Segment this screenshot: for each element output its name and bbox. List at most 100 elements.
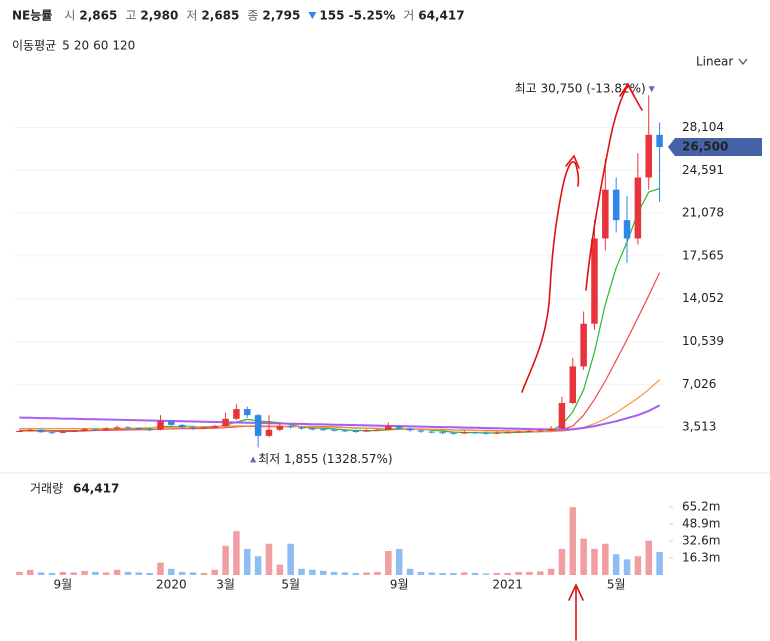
volume-bar — [482, 573, 490, 575]
plot: 3,513 7,026 10,539 14,052 17,565 21,078 24,591… — [14, 82, 762, 592]
volume-bar — [623, 559, 631, 575]
y-tick-label: 28,104 — [682, 120, 724, 134]
y-tick-label: 10,539 — [682, 334, 724, 348]
volume-bar — [493, 572, 501, 575]
volume-bar — [406, 568, 414, 575]
candle-body — [146, 429, 153, 431]
volume-bar — [113, 569, 121, 575]
volume-bar — [298, 568, 305, 575]
candle-body — [124, 427, 132, 429]
hand-arrowhead — [619, 82, 635, 97]
volume-bar — [569, 507, 577, 575]
volume-bar — [189, 572, 197, 575]
y-tick-label: 17,565 — [682, 248, 724, 262]
volume-bar — [309, 569, 316, 575]
volume-bar — [330, 571, 338, 575]
hand-curve — [521, 161, 580, 393]
candle-body — [634, 177, 642, 239]
min-annotation: 최저 1,855 (1328.57%) — [258, 452, 392, 466]
candle-body — [265, 429, 273, 436]
volume-bar — [580, 538, 587, 575]
volume-bar — [634, 556, 642, 575]
volume-bar — [656, 552, 663, 575]
candle-body — [254, 415, 262, 436]
volume-bar — [265, 543, 273, 575]
candle-body — [471, 432, 479, 434]
x-tick-label: 5월 — [607, 578, 626, 592]
candle-body — [330, 429, 338, 431]
volume-bar — [602, 543, 609, 575]
candle-body — [602, 189, 609, 239]
x-tick-label: 9월 — [390, 578, 409, 592]
chevron[interactable] — [738, 58, 748, 66]
scale-selector[interactable]: Linear — [696, 55, 733, 69]
volume-bar — [211, 569, 218, 575]
y-tick-label: 7,026 — [682, 377, 716, 391]
candle-body — [352, 431, 360, 432]
max-icon — [648, 86, 655, 93]
candle-body — [16, 431, 23, 432]
candle-body — [70, 431, 77, 432]
y-tick-label: 48.9m — [682, 517, 720, 531]
legend-item: 120 — [112, 39, 135, 53]
candle-body — [319, 429, 327, 431]
candle-body — [428, 431, 435, 433]
field-label: 시 — [64, 9, 75, 23]
volume-bar — [363, 572, 370, 575]
candle-body — [395, 426, 403, 429]
candle-body — [439, 432, 446, 434]
volume-bar — [450, 572, 457, 575]
volume: 64,417 — [418, 9, 464, 23]
y-tick-label: 24,591 — [682, 163, 724, 177]
candle-body — [92, 429, 99, 431]
candle-body — [623, 220, 631, 239]
field-label: 저 — [186, 9, 197, 23]
volume-bar — [178, 571, 186, 575]
candle-body — [189, 427, 197, 429]
volume-bar — [81, 570, 88, 575]
candle-body — [27, 429, 34, 431]
volume-bar — [591, 548, 598, 575]
candle-body — [569, 366, 577, 403]
volume-bar — [385, 551, 392, 575]
candle-body — [157, 421, 164, 430]
volume-bar — [135, 572, 143, 575]
volume-bar — [244, 548, 251, 575]
candle-body — [244, 409, 251, 416]
y-tick-label: 65.2m — [682, 500, 720, 514]
candle-body — [374, 429, 381, 431]
volume-bar — [287, 543, 294, 575]
volume-bar — [222, 545, 229, 575]
volume-bar — [27, 569, 34, 575]
field-value: 2,685 — [201, 9, 239, 23]
field-value: 2,865 — [79, 9, 117, 23]
volume-bar — [536, 571, 544, 575]
hand-arrowhead — [568, 583, 584, 601]
candle-body — [341, 430, 349, 432]
candle-body — [406, 428, 414, 431]
moving-average — [19, 379, 661, 433]
candle-body — [504, 432, 511, 434]
volume-bar — [612, 554, 620, 575]
candle-body — [178, 424, 186, 428]
candle-body — [612, 189, 620, 221]
candle-body — [276, 426, 284, 430]
volume-bar — [16, 571, 23, 575]
candle-body — [385, 426, 392, 430]
x-tick-label: 5월 — [281, 578, 300, 592]
price-tag-label: 26,500 — [682, 140, 728, 154]
legend-item: 5 — [62, 39, 70, 53]
x-tick-label: 2021 — [492, 578, 523, 592]
candle-body — [222, 418, 229, 427]
candle-body — [363, 430, 370, 432]
hand-annotations — [521, 82, 643, 641]
candle-body — [526, 431, 533, 432]
candle-body — [102, 428, 110, 431]
volume-bar — [70, 572, 77, 575]
volume-bar — [276, 564, 284, 575]
min-icon — [250, 456, 257, 463]
volume-bar — [526, 571, 533, 575]
x-tick-label: 9월 — [53, 578, 72, 592]
candle-body — [59, 431, 67, 433]
